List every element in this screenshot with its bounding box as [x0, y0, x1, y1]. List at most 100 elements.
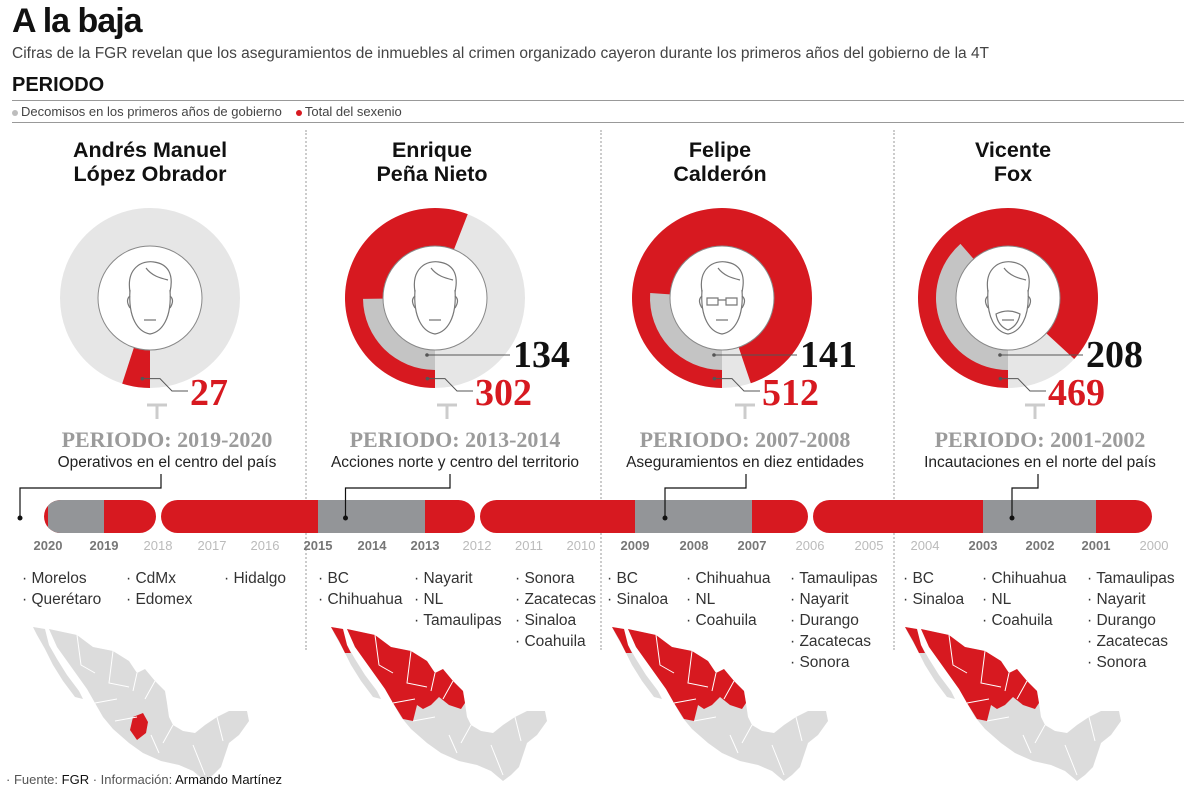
portrait-frame	[669, 245, 775, 351]
state-list-item: · Morelos	[22, 570, 87, 588]
timeline-segment	[813, 500, 1152, 533]
leader-dot	[140, 376, 145, 381]
state-name: Sinaloa	[524, 612, 577, 629]
state-name: BC	[616, 570, 639, 587]
ears-mouth	[126, 295, 174, 321]
state-name: Edomex	[135, 591, 193, 608]
face-pena-icon	[411, 261, 459, 335]
state-list-item: · Zacatecas	[1087, 633, 1168, 651]
bullet: ·	[22, 570, 32, 587]
column-separator	[893, 130, 895, 650]
state-name: Morelos	[31, 570, 87, 587]
leader-dot	[425, 376, 430, 381]
mexico-map	[612, 627, 828, 781]
mustache-icon	[995, 310, 1021, 331]
state-list-item: · Edomex	[126, 591, 192, 609]
state-list-item: · Zacatecas	[790, 633, 871, 651]
state-name: Sinaloa	[616, 591, 669, 608]
state-list-item: · NL	[686, 591, 715, 609]
highlighted-states	[612, 627, 746, 721]
highlighted-states	[331, 627, 465, 721]
state-name: Zacatecas	[1096, 633, 1168, 650]
timeline-connector	[344, 474, 451, 517]
bullet: ·	[686, 591, 696, 608]
bullet: ·	[790, 654, 800, 671]
total-value: 469	[1048, 372, 1105, 414]
timeline-segment	[161, 500, 475, 533]
source-label: · Fuente:	[6, 772, 59, 787]
timeline-marker-dot	[1009, 515, 1015, 521]
bullet: ·	[1087, 633, 1097, 650]
year-label: 2012	[462, 538, 492, 553]
face-calderon-icon	[698, 261, 746, 335]
column-separator	[305, 130, 307, 650]
bullet: ·	[224, 570, 234, 587]
state-list-item: · Coahuila	[515, 633, 586, 651]
state-name: Durango	[1096, 612, 1156, 629]
state-name: Chihuahua	[695, 570, 771, 587]
state-name: Zacatecas	[799, 633, 871, 650]
grey-dot-icon	[12, 109, 18, 116]
bullet: ·	[903, 570, 913, 587]
glasses-icon	[706, 297, 738, 306]
section-heading: PERIODO	[12, 74, 105, 96]
legend: Decomisos en los primeros años de gobier…	[12, 104, 402, 119]
bullet: ·	[790, 591, 800, 608]
period-label: PERIODO: 2019-2020	[61, 427, 273, 452]
bullet: ·	[318, 591, 328, 608]
state-name: NL	[423, 591, 444, 608]
bullet: ·	[790, 633, 800, 650]
total-leader-line	[1000, 378, 1046, 392]
state-borders	[655, 634, 803, 776]
year-label: 2003	[968, 538, 998, 553]
state-name: Tamaulipas	[423, 612, 502, 629]
period-description: Operativos en el centro del país	[57, 454, 277, 471]
timeline-segment	[44, 500, 156, 533]
bullet: ·	[318, 570, 328, 587]
state-list-item: · Durango	[1087, 612, 1156, 630]
face-outline	[129, 289, 171, 335]
donut-first-years-arc	[935, 243, 1008, 370]
state-name: Durango	[799, 612, 859, 629]
timeline-connector	[19, 474, 162, 517]
state-list-item: · Nayarit	[414, 570, 473, 588]
timeline	[17, 474, 1152, 533]
period-marker	[437, 403, 457, 419]
total-value: 27	[190, 372, 228, 414]
state-name: Nayarit	[423, 570, 473, 587]
year-label: 2014	[357, 538, 387, 553]
bullet: ·	[982, 591, 992, 608]
year-label: 2017	[197, 538, 227, 553]
mexico-map-base	[33, 627, 249, 781]
state-list-item: · Tamaulipas	[414, 612, 502, 630]
face-outline	[414, 289, 456, 335]
president-graphic-fox	[905, 208, 1121, 781]
year-label: 2015	[303, 538, 333, 553]
bullet: ·	[1087, 654, 1097, 671]
year-label: 2020	[33, 538, 63, 553]
bullet: ·	[126, 570, 136, 587]
bullet: ·	[607, 591, 617, 608]
highlighted-states	[130, 713, 148, 740]
president-name-line1: Enrique	[391, 138, 473, 162]
state-list-item: · Chihuahua	[686, 570, 770, 588]
bullet: ·	[515, 570, 525, 587]
bullet: ·	[1087, 570, 1097, 587]
first-years-value: 208	[1086, 334, 1143, 376]
legend-item-first-years: Decomisos en los primeros años de gobier…	[12, 104, 282, 119]
period-description: Acciones norte y centro del territorio	[330, 454, 580, 471]
column-separator	[600, 130, 602, 650]
mexico-map	[905, 627, 1121, 781]
timeline-segment	[480, 500, 808, 533]
donut-first-years-arc	[650, 292, 722, 370]
leader-dot	[425, 353, 429, 357]
state-list-item: · Sinaloa	[515, 612, 576, 630]
timeline-marker-dot	[662, 515, 668, 521]
legend-item-total: Total del sexenio	[295, 104, 402, 119]
bullet: ·	[414, 591, 424, 608]
state-list-item: · CdMx	[126, 570, 176, 588]
president-name-line1: Andrés Manuel	[72, 138, 228, 162]
bullet: ·	[686, 612, 696, 629]
timeline-marker-dot	[343, 515, 348, 521]
state-name: Sonora	[1096, 654, 1147, 671]
